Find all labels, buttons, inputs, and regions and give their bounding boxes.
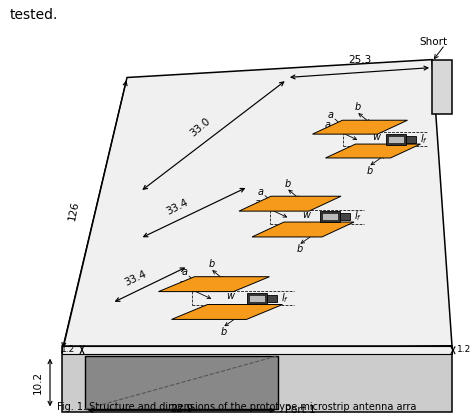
- Polygon shape: [326, 144, 420, 158]
- Text: a: a: [182, 267, 188, 277]
- Polygon shape: [158, 277, 270, 292]
- Bar: [249, 295, 265, 302]
- Text: a: a: [258, 187, 264, 197]
- Text: 10.2: 10.2: [33, 371, 43, 394]
- Bar: [320, 211, 340, 222]
- Text: b: b: [209, 259, 215, 269]
- Text: Port 1: Port 1: [285, 405, 316, 415]
- Bar: [247, 292, 267, 304]
- Bar: [322, 213, 338, 220]
- Text: a: a: [325, 120, 331, 130]
- Text: 1.2: 1.2: [61, 345, 75, 354]
- Bar: [406, 136, 416, 143]
- Text: 1.2: 1.2: [457, 345, 471, 354]
- Text: b: b: [367, 166, 373, 176]
- Polygon shape: [62, 346, 452, 412]
- Text: w: w: [372, 132, 380, 142]
- Text: Short: Short: [420, 37, 448, 47]
- Bar: [388, 136, 404, 143]
- Text: a: a: [328, 110, 334, 120]
- Polygon shape: [62, 59, 452, 353]
- Text: $l_f$: $l_f$: [354, 210, 362, 223]
- Text: b: b: [221, 327, 227, 337]
- Text: b: b: [355, 102, 361, 112]
- Polygon shape: [312, 120, 408, 134]
- Text: w: w: [226, 291, 234, 301]
- Text: 33.4: 33.4: [164, 197, 190, 216]
- Text: 22.9: 22.9: [170, 404, 193, 414]
- Bar: [386, 134, 406, 144]
- Text: 25.3: 25.3: [348, 54, 372, 64]
- Bar: [340, 213, 350, 220]
- Polygon shape: [239, 196, 341, 211]
- Text: 33.0: 33.0: [188, 116, 212, 139]
- Polygon shape: [432, 59, 452, 114]
- Text: $l_f$: $l_f$: [281, 291, 289, 305]
- Text: $l_f$: $l_f$: [420, 132, 428, 146]
- Polygon shape: [85, 356, 278, 409]
- Text: b: b: [285, 179, 291, 189]
- Text: w: w: [302, 210, 310, 220]
- Text: Fig. 1. Structure and dimensions of the prototype microstrip antenna arra: Fig. 1. Structure and dimensions of the …: [57, 402, 417, 412]
- Bar: [267, 295, 277, 302]
- Text: 33.4: 33.4: [122, 269, 147, 287]
- Polygon shape: [252, 222, 354, 237]
- Polygon shape: [62, 346, 452, 354]
- Text: b: b: [297, 244, 303, 254]
- Text: 126: 126: [67, 200, 81, 221]
- Text: tested.: tested.: [10, 8, 58, 22]
- Polygon shape: [172, 305, 283, 319]
- Text: a: a: [179, 279, 185, 289]
- Text: a: a: [255, 198, 261, 208]
